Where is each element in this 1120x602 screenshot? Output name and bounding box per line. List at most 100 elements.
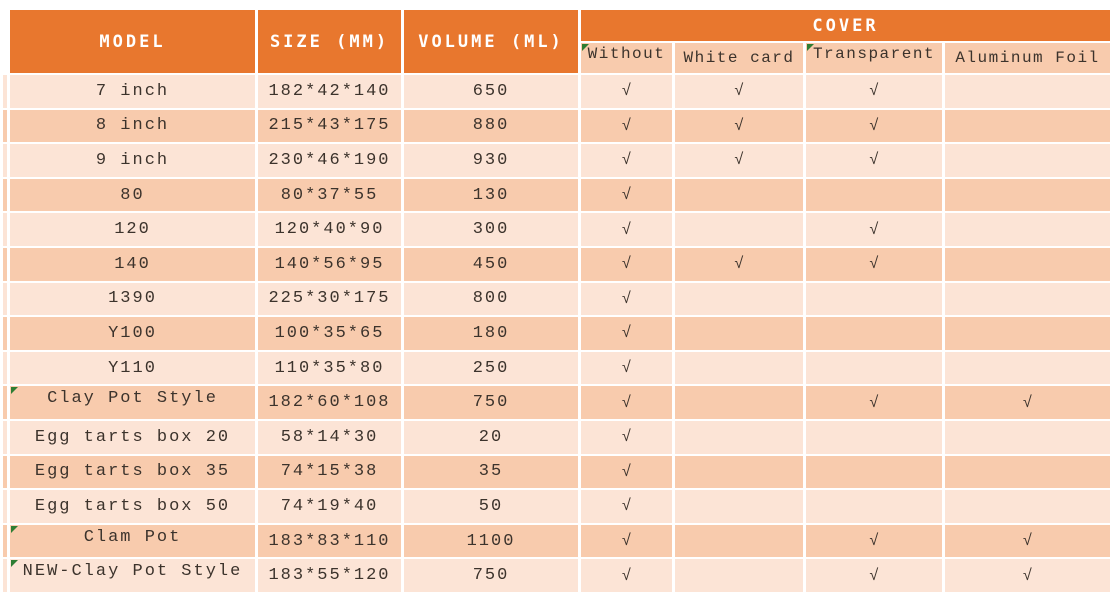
cover-check-cell xyxy=(942,73,1113,110)
model-cell-text: 9 inch xyxy=(95,150,170,170)
cover-check-cell xyxy=(942,453,1113,491)
model-cell: 8 inch xyxy=(7,107,258,145)
row-left-spacer xyxy=(0,418,10,456)
col-header-model: MODEL xyxy=(7,8,258,75)
cover-check-cell: √ xyxy=(672,73,806,110)
header-row-cover-options: Without White card Transparent Aluminum Foi… xyxy=(2,41,1113,75)
cover-check-cell xyxy=(672,488,806,525)
cover-check-cell: √ xyxy=(803,73,945,110)
cover-option-aluminum-foil: Aluminum Foil xyxy=(942,41,1113,75)
model-cell: Y100 xyxy=(7,315,258,352)
row-left-spacer xyxy=(0,522,10,560)
size-cell: 182*42*140 xyxy=(255,73,404,110)
size-cell-text: 100*35*65 xyxy=(274,323,385,343)
cover-option-transparent: Transparent xyxy=(803,41,945,75)
size-cell-text: 182*60*108 xyxy=(268,393,391,413)
model-cell: Egg tarts box 50 xyxy=(7,488,258,525)
model-cell-text: NEW-Clay Pot Style xyxy=(22,562,243,582)
check-mark: √ xyxy=(869,393,879,412)
check-mark: √ xyxy=(621,151,632,170)
size-cell-text: 182*42*140 xyxy=(268,81,391,101)
check-mark: √ xyxy=(621,255,632,274)
cover-check-cell: √ xyxy=(942,384,1113,421)
cover-check-cell: √ xyxy=(578,418,675,456)
check-mark: √ xyxy=(734,116,744,135)
col-header-volume: VOLUME (ML) xyxy=(401,8,581,75)
volume-cell: 35 xyxy=(401,453,581,491)
cover-check-cell: √ xyxy=(578,557,675,594)
check-mark: √ xyxy=(621,82,632,101)
cover-check-cell xyxy=(942,418,1113,456)
volume-cell: 650 xyxy=(401,73,581,110)
volume-cell: 1100 xyxy=(401,522,581,560)
cover-check-cell: √ xyxy=(578,522,675,560)
cover-check-cell: √ xyxy=(803,107,945,145)
model-cell-text: Egg tarts box 50 xyxy=(34,496,231,516)
size-cell: 110*35*80 xyxy=(255,349,404,387)
cover-option-without: Without xyxy=(578,41,675,75)
size-cell: 74*19*40 xyxy=(255,488,404,525)
row-left-spacer xyxy=(0,73,10,110)
size-cell-text: 140*56*95 xyxy=(274,254,385,274)
size-cell: 230*46*190 xyxy=(255,142,404,179)
volume-cell-text: 880 xyxy=(472,116,510,136)
cover-check-cell: √ xyxy=(578,488,675,525)
model-cell-text: Y100 xyxy=(108,323,157,343)
cover-check-cell xyxy=(942,315,1113,352)
table-row: 120 120*40*90 300 √ √ xyxy=(0,211,1113,248)
model-cell: Clam Pot xyxy=(7,522,258,560)
cover-check-cell xyxy=(942,488,1113,525)
check-mark: √ xyxy=(621,428,632,447)
volume-cell: 880 xyxy=(401,107,581,145)
col-header-size: SIZE (MM) xyxy=(255,8,404,75)
size-cell-text: 110*35*80 xyxy=(274,358,385,378)
error-marker-icon xyxy=(11,387,18,395)
cover-check-cell: √ xyxy=(578,349,675,387)
model-cell-text: Egg tarts box 20 xyxy=(34,427,231,447)
cover-option-white-card: White card xyxy=(672,41,806,75)
cover-check-cell: √ xyxy=(578,453,675,491)
table-row: Clam Pot 183*83*110 1100 √ √ √ xyxy=(0,522,1113,560)
cover-check-cell: √ xyxy=(672,245,806,283)
error-marker-icon xyxy=(11,560,18,568)
size-cell-text: 80*37*55 xyxy=(280,185,379,205)
model-cell: Egg tarts box 20 xyxy=(7,418,258,456)
size-cell: 215*43*175 xyxy=(255,107,404,145)
cover-check-cell xyxy=(672,384,806,421)
row-left-spacer xyxy=(0,280,10,318)
cover-check-cell xyxy=(803,418,945,456)
cover-check-cell xyxy=(803,315,945,352)
check-mark: √ xyxy=(621,393,632,412)
size-cell: 120*40*90 xyxy=(255,211,404,248)
check-mark: √ xyxy=(621,359,632,378)
check-mark: √ xyxy=(621,532,632,551)
table-row: 8 inch 215*43*175 880 √ √ √ xyxy=(0,107,1113,145)
table-row: 140 140*56*95 450 √ √ √ xyxy=(0,245,1113,283)
cover-check-cell: √ xyxy=(578,245,675,283)
volume-cell-text: 300 xyxy=(472,220,510,240)
cover-check-cell: √ xyxy=(803,384,945,421)
cover-check-cell: √ xyxy=(942,557,1113,594)
cover-check-cell xyxy=(672,280,806,318)
model-cell: 7 inch xyxy=(7,73,258,110)
size-cell-text: 74*19*40 xyxy=(280,496,379,516)
check-mark: √ xyxy=(734,151,744,170)
volume-cell-text: 750 xyxy=(472,566,510,586)
cover-check-cell xyxy=(803,280,945,318)
volume-cell-text: 180 xyxy=(472,323,510,343)
row-left-spacer xyxy=(0,176,10,214)
row-left-spacer xyxy=(0,453,10,491)
cover-check-cell: √ xyxy=(578,142,675,179)
row-left-spacer xyxy=(0,245,10,283)
check-mark: √ xyxy=(1022,393,1033,412)
check-mark: √ xyxy=(621,116,632,135)
size-cell: 100*35*65 xyxy=(255,315,404,352)
check-mark: √ xyxy=(621,462,632,481)
model-cell: Egg tarts box 35 xyxy=(7,453,258,491)
cover-check-cell: √ xyxy=(803,522,945,560)
cover-check-cell: √ xyxy=(578,211,675,248)
model-cell: Y110 xyxy=(7,349,258,387)
size-cell-text: 120*40*90 xyxy=(274,220,385,240)
model-cell-text: Y110 xyxy=(108,358,157,378)
